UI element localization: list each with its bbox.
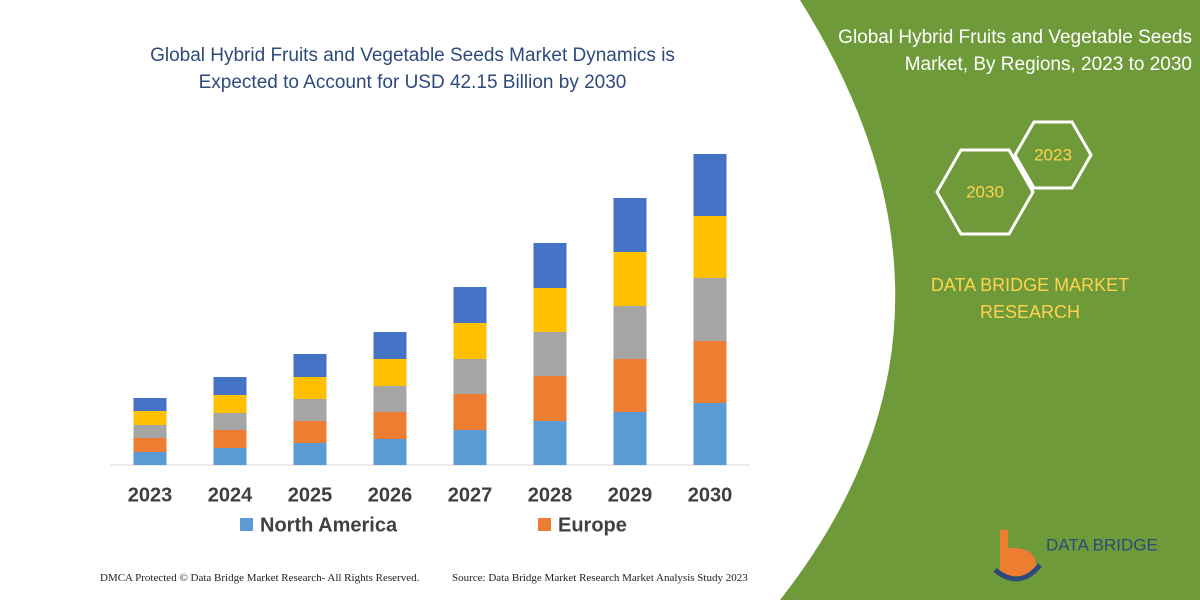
footer-notice: DMCA Protected © Data Bridge Market Rese… (100, 572, 420, 584)
bar-segment (613, 306, 647, 359)
bar-segment (533, 288, 567, 332)
bar-segment (373, 359, 407, 386)
logo-icon (993, 563, 1042, 582)
bar-segment (373, 386, 407, 412)
x-tick-label: 2024 (208, 484, 253, 506)
bar-segment (213, 377, 247, 395)
bar-segment (293, 421, 327, 443)
bar-segment (213, 430, 247, 448)
bar-segment (453, 287, 487, 323)
bar-segment (213, 395, 247, 413)
legend-swatch (538, 518, 551, 531)
bar-segment (533, 421, 567, 465)
x-tick-label: 2028 (528, 484, 573, 506)
bar-segment (133, 425, 167, 438)
brand: DATA BRIDGE MARKET RESEARCH (930, 275, 1130, 322)
hexagon (1013, 120, 1093, 190)
panel-title: Global Hybrid Fruits and Vegetable Seeds… (838, 27, 1192, 75)
legend-swatch (240, 518, 253, 531)
bar-segment (293, 377, 327, 399)
bar-segment (133, 452, 167, 465)
bar-segment (533, 243, 567, 288)
logo-text: DATA BRIDGE (1046, 535, 1158, 554)
bar-segment (213, 448, 247, 465)
footer-source: Source: Data Bridge Market Research Mark… (452, 572, 748, 584)
bar-segment (133, 438, 167, 452)
x-tick-label: 2023 (128, 484, 173, 506)
bar-segment (693, 216, 727, 278)
x-tick-label: 2026 (368, 484, 413, 506)
bar-segment (693, 278, 727, 341)
bar-segment (373, 412, 407, 439)
badge: 2023 (1034, 145, 1072, 164)
bar-segment (613, 359, 647, 412)
legend-label: Europe (558, 514, 627, 536)
x-tick-label: 2029 (608, 484, 653, 506)
hexagon (935, 148, 1035, 236)
bar-segment (533, 376, 567, 421)
bar-segment (373, 439, 407, 465)
x-tick-label: 2025 (288, 484, 333, 506)
bar-segment (453, 323, 487, 359)
x-tick-label: 2030 (688, 484, 733, 506)
logo-icon (1000, 530, 1036, 579)
bar-segment (293, 399, 327, 421)
bar-segment (213, 413, 247, 430)
bar-segment (613, 252, 647, 306)
chart-title: Global Hybrid Fruits and Vegetable Seeds… (150, 45, 675, 93)
bar-segment (693, 341, 727, 403)
bar-segment (693, 403, 727, 465)
green-panel (780, 0, 1200, 600)
bar-segment (133, 398, 167, 411)
bar-segment (613, 198, 647, 252)
legend-label: North America (260, 514, 398, 536)
bar-segment (133, 411, 167, 425)
bar-segment (293, 443, 327, 465)
bar-segment (293, 354, 327, 377)
bar-segment (453, 359, 487, 394)
x-tick-label: 2027 (448, 484, 493, 506)
bar-segment (533, 332, 567, 376)
badge: 2030 (966, 182, 1004, 201)
bar-segment (453, 394, 487, 430)
bar-segment (373, 332, 407, 359)
bar-segment (453, 430, 487, 465)
bar-segment (613, 412, 647, 465)
bar-segment (693, 154, 727, 216)
